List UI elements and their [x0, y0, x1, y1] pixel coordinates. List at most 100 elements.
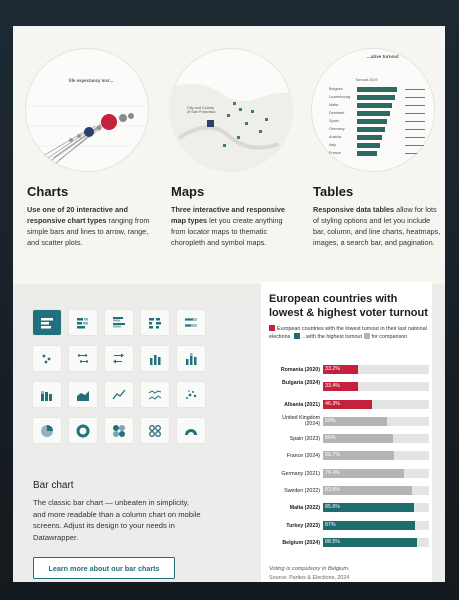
bar-row: Malta (2022) 85.6% — [267, 500, 429, 517]
bar-chart-button[interactable] — [33, 310, 61, 335]
maps-description-rest: let you create anything from locator map… — [171, 216, 283, 247]
bar-category-label: Albania (2021) — [284, 401, 320, 408]
scatter-plot-button[interactable] — [177, 382, 205, 407]
dot-plot-button[interactable] — [33, 346, 61, 371]
bar — [323, 365, 359, 374]
table-preview-bar — [357, 119, 387, 124]
split-bar-button[interactable] — [141, 310, 169, 335]
arrow-plot-icon — [113, 353, 124, 363]
table-preview-sparkline — [405, 89, 425, 90]
bar-track: 60% — [323, 416, 429, 426]
bar-category-label: Belgium (2024) — [282, 539, 320, 546]
scatter-bubble — [101, 114, 117, 130]
stacked-bar-button[interactable] — [69, 310, 97, 335]
multiple-pies-button[interactable] — [105, 418, 133, 443]
area-chart-button[interactable] — [69, 382, 97, 407]
table-preview-sparkline — [405, 137, 425, 138]
bar-track: 33.2% — [323, 365, 429, 374]
bar-value-label: 87% — [325, 521, 336, 528]
legend-swatch-low — [269, 325, 275, 331]
bar-track: 88.5% — [323, 537, 429, 547]
legend-label-comparison: for comparison — [371, 334, 408, 340]
bar — [323, 537, 417, 547]
multiple-lines-icon — [148, 389, 162, 400]
table-preview-sparkline — [405, 129, 425, 130]
bar-row: United Kingdom (2024) 60% — [267, 414, 429, 431]
bar-value-label: 66.7% — [325, 452, 341, 459]
bar-value-label: 46.3% — [325, 400, 341, 407]
table-preview-bar — [357, 143, 380, 148]
bar-track: 83.8% — [323, 486, 429, 496]
bar — [323, 416, 387, 426]
charts-description-bold: Use one of 20 interactive and responsive… — [27, 205, 128, 225]
legend-swatch-comparison — [363, 333, 370, 339]
table-preview-country: Malta — [329, 103, 339, 107]
bar-category-label: Romania (2020) — [280, 367, 320, 373]
grouped-bar-button[interactable] — [105, 310, 133, 335]
arrow-plot-button[interactable] — [105, 346, 133, 371]
area-chart-icon — [77, 390, 89, 401]
tables-preview-header: Turnout 2019 — [355, 78, 378, 82]
election-donut-icon — [185, 428, 197, 435]
bar-category-label: United Kingdom (2024) — [282, 414, 320, 427]
bar — [323, 503, 414, 513]
table-preview-country: Denmark — [329, 111, 345, 115]
range-plot-icon — [77, 353, 89, 363]
learn-more-button[interactable]: Learn more about our bar charts — [33, 557, 175, 579]
column-chart-icon — [150, 354, 161, 365]
table-preview-row: Spain — [329, 118, 429, 126]
range-plot-button[interactable] — [69, 346, 97, 371]
table-preview-sparkline — [405, 113, 425, 114]
datawrapper-poster: life expectancy incr... City and County … — [13, 26, 445, 582]
table-preview-sparkline — [405, 145, 425, 146]
bar-track: 33.4% — [323, 382, 429, 392]
table-preview-bar — [357, 95, 395, 100]
bar-track: 66% — [323, 434, 429, 444]
bar-track: 46.3% — [323, 399, 429, 409]
table-preview-row: France — [329, 150, 429, 158]
table-preview-row: Malta — [329, 102, 429, 110]
multiple-lines-button[interactable] — [141, 382, 169, 407]
donut-chart-button[interactable] — [69, 418, 97, 443]
tables-preview-title: ...ative turnout — [367, 54, 399, 59]
table-preview-bar — [357, 127, 385, 132]
column-chart-button[interactable] — [141, 346, 169, 371]
bar-category-label: Turkey (2023) — [286, 522, 320, 529]
table-preview-row: Austria — [329, 134, 429, 142]
multiple-donuts-button[interactable] — [141, 418, 169, 443]
bar-value-label: 66% — [325, 435, 336, 442]
bar-row: France (2024) 66.7% — [267, 448, 429, 465]
tables-description-rest: allow for lots of styling options and le… — [313, 205, 441, 247]
bar — [323, 434, 393, 444]
bar-value-label: 33.4% — [325, 383, 341, 390]
stacked-column-icon — [186, 352, 197, 365]
pie-chart-button[interactable] — [33, 418, 61, 443]
chart-note: Voting is compulsory in Belgium. — [269, 566, 350, 572]
bar — [323, 468, 404, 478]
bar-row: Romania (2020) 33.2% — [267, 362, 429, 379]
scatter-plot-icon — [186, 389, 197, 399]
turnout-chart-card: European countries with lowest & highest… — [261, 282, 432, 582]
multiple-donuts-icon — [149, 424, 161, 437]
tables-description: Responsive data tables allow for lots of… — [313, 204, 441, 248]
visualization-types-panel: life expectancy incr... City and County … — [13, 26, 445, 284]
legend-label-low: European countries with the lowest turno… — [269, 326, 427, 340]
bar-row: Germany (2021) 76.4% — [267, 466, 429, 483]
bar-category-label: Malta (2022) — [289, 505, 320, 512]
election-donut-button[interactable] — [177, 418, 205, 443]
donut-chart-icon — [76, 424, 90, 437]
line-chart-button[interactable] — [105, 382, 133, 407]
bar — [323, 486, 412, 496]
stacked-area-button[interactable] — [33, 382, 61, 407]
table-preview-country: Spain — [329, 119, 339, 123]
chart-title: European countries with lowest & highest… — [269, 293, 428, 319]
table-preview-bar — [357, 87, 397, 92]
split-bar-icon — [149, 317, 161, 328]
stacked-column-button[interactable] — [177, 346, 205, 371]
bar-category-label: Spain (2023) — [289, 436, 320, 443]
maps-preview-label: City and County of San Francisco — [187, 106, 216, 114]
maps-description-bold: Three interactive and responsive map typ… — [171, 205, 285, 225]
bullet-bar-button[interactable] — [177, 310, 205, 335]
tables-preview-rows: Belgium Luxembourg Malta Denmark Spain German… — [329, 86, 429, 158]
table-preview-sparkline — [405, 121, 425, 122]
